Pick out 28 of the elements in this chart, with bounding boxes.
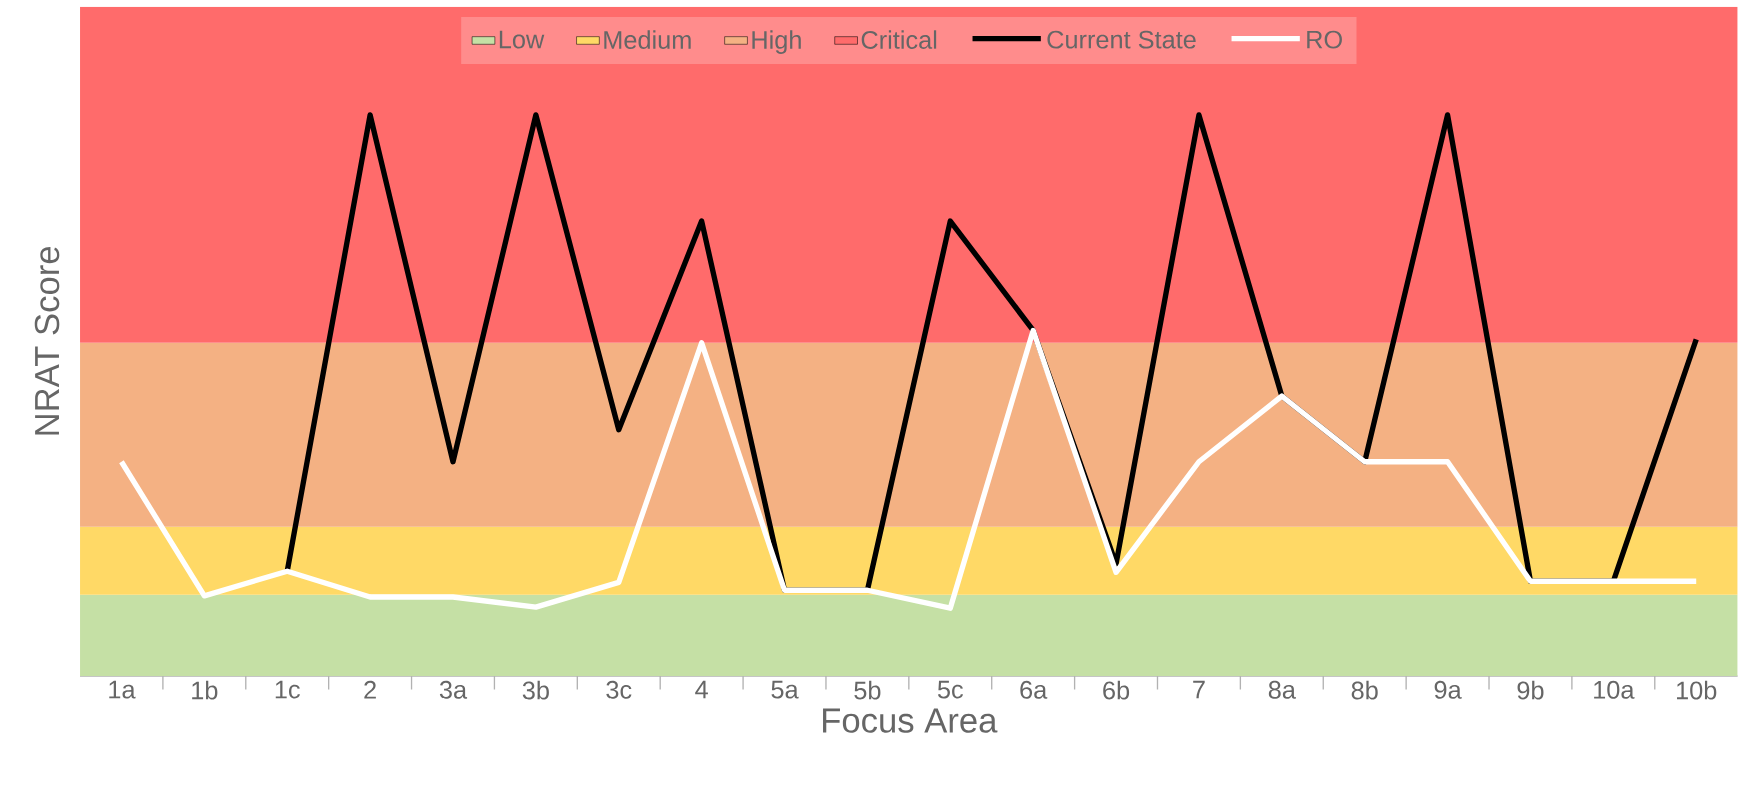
x-tick-label: 4 [695,680,708,699]
legend-label: Current State [1047,30,1196,49]
x-tick-label: 5b [854,680,881,700]
x-tick-label: 10b [1677,680,1717,700]
x-axis-title: Focus Area [823,708,998,733]
legend-label: RO [1307,30,1342,49]
band-label: Critical [861,30,937,49]
x-tick-label: 3b [522,680,549,700]
x-tick-label: 8a [1268,680,1296,699]
x-tick-label: 8b [1351,680,1378,700]
x-tick-label: 10a [1594,680,1635,699]
x-tick-label: 7 [1193,680,1205,699]
y-axis-title: NRAT Score [34,247,60,435]
x-tick-label: 5a [771,680,799,699]
x-tick-label: 2 [364,680,376,699]
x-tick-label: 5c [937,680,963,699]
x-tick-label: 3c [606,680,632,699]
x-tick-label: 9a [1434,680,1462,699]
x-tick-label: 3a [439,680,468,699]
x-tick-label: 9b [1517,680,1544,700]
legend-label: Medium [604,30,691,49]
x-tick-label: 6a [1020,680,1048,699]
x-tick-label: 6b [1103,680,1130,700]
x-tick-label: 1b [192,680,218,700]
legend-label: High [752,30,801,54]
x-tick-label: 1a [109,680,136,699]
x-tick-label: 1c [275,680,300,699]
legend-label: Low [499,30,545,49]
